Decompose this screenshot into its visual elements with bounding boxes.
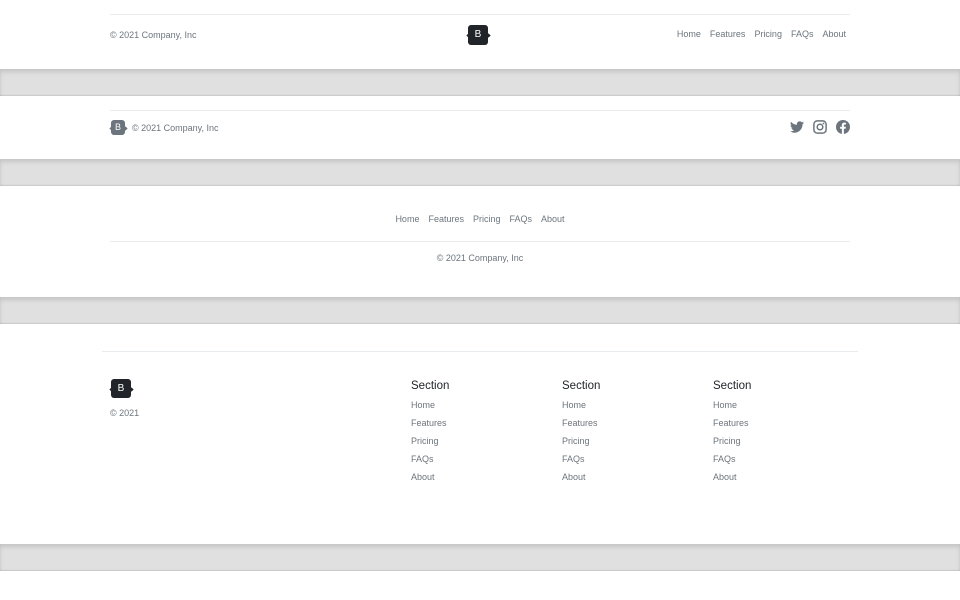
link-features[interactable]: Features xyxy=(411,417,447,428)
section-title: Section xyxy=(562,380,601,392)
link-faqs[interactable]: FAQs xyxy=(713,454,736,465)
section-title: Section xyxy=(411,380,450,392)
nav-about[interactable]: About xyxy=(822,29,846,39)
footer-section-2: Section Home Features Pricing FAQs About xyxy=(562,379,600,484)
footer4-copyright: © 2021 xyxy=(110,408,140,418)
link-pricing[interactable]: Pricing xyxy=(411,435,439,446)
link-faqs[interactable]: FAQs xyxy=(562,454,585,465)
section-divider xyxy=(0,297,960,324)
bootstrap-logo-icon[interactable]: B xyxy=(111,120,125,135)
twitter-icon[interactable] xyxy=(790,120,804,134)
link-home[interactable]: Home xyxy=(411,399,436,410)
link-about[interactable]: About xyxy=(713,472,737,483)
link-pricing[interactable]: Pricing xyxy=(713,435,741,446)
nav-home[interactable]: Home xyxy=(676,29,701,39)
nav-home[interactable]: Home xyxy=(395,214,420,224)
section-divider xyxy=(0,159,960,186)
nav-pricing[interactable]: Pricing xyxy=(472,214,501,224)
footer1-border xyxy=(110,14,850,15)
section-divider xyxy=(0,69,960,96)
footer3-copyright: © 2021 Company, Inc xyxy=(436,253,524,263)
link-faqs[interactable]: FAQs xyxy=(411,454,434,465)
footer4-border xyxy=(102,351,858,352)
bootstrap-logo-icon[interactable]: B xyxy=(468,25,488,45)
footer2-copyright: © 2021 Company, Inc xyxy=(132,123,219,133)
instagram-icon[interactable] xyxy=(813,120,827,134)
section-title: Section xyxy=(713,380,752,392)
nav-features[interactable]: Features xyxy=(709,29,746,39)
nav-features[interactable]: Features xyxy=(428,214,464,224)
social-links xyxy=(790,120,850,134)
link-home[interactable]: Home xyxy=(713,399,738,410)
link-pricing[interactable]: Pricing xyxy=(562,435,590,446)
footer1-nav: Home Features Pricing FAQs About xyxy=(677,29,846,39)
bootstrap-logo-icon[interactable]: B xyxy=(111,379,131,398)
section-divider xyxy=(0,544,960,571)
footer1-copyright: © 2021 Company, Inc xyxy=(110,30,197,40)
link-features[interactable]: Features xyxy=(713,417,749,428)
nav-faqs[interactable]: FAQs xyxy=(509,214,533,224)
nav-faqs[interactable]: FAQs xyxy=(790,29,814,39)
link-home[interactable]: Home xyxy=(562,399,587,410)
footer-section-3: Section Home Features Pricing FAQs About xyxy=(713,379,751,484)
nav-about[interactable]: About xyxy=(541,214,565,224)
link-features[interactable]: Features xyxy=(562,417,598,428)
footer3-nav: Home Features Pricing FAQs About xyxy=(0,214,960,224)
footer2-border xyxy=(110,110,850,111)
link-about[interactable]: About xyxy=(562,472,586,483)
link-about[interactable]: About xyxy=(411,472,435,483)
footer-section-1: Section Home Features Pricing FAQs About xyxy=(411,379,449,484)
nav-pricing[interactable]: Pricing xyxy=(754,29,782,39)
footer3-border xyxy=(110,241,850,242)
facebook-icon[interactable] xyxy=(836,120,850,134)
